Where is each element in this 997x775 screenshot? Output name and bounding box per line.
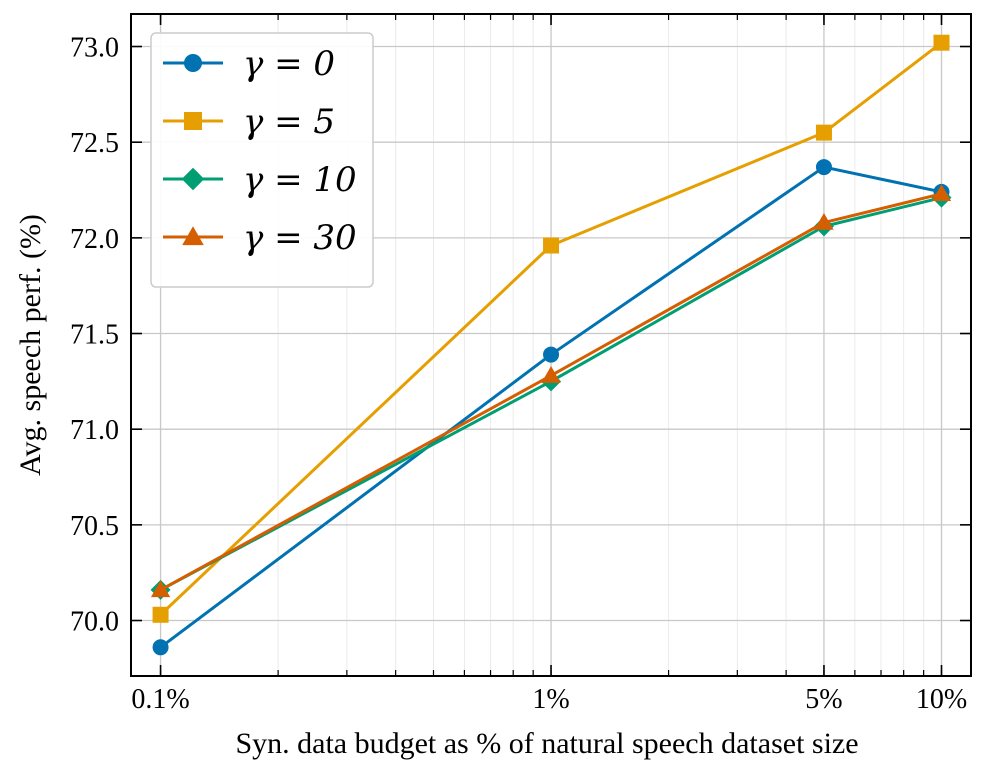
legend-label: γ = 5	[243, 102, 335, 142]
x-tick-label: 0.1%	[131, 684, 189, 715]
x-axis-label: Syn. data budget as % of natural speech …	[235, 727, 858, 760]
y-tick-label: 72.0	[70, 224, 119, 255]
y-tick-label: 70.5	[70, 511, 119, 542]
data-point	[184, 112, 202, 130]
series	[150, 184, 952, 598]
x-tick-label: 5%	[805, 684, 842, 715]
y-tick-label: 71.0	[70, 415, 119, 446]
series-line	[159, 196, 942, 592]
legend-entry: γ = 30	[163, 218, 357, 258]
data-point	[543, 346, 560, 363]
legend-entry: γ = 10	[163, 160, 357, 200]
y-tick-label: 73.0	[70, 33, 119, 64]
data-point	[182, 226, 204, 246]
y-tick-label: 72.5	[70, 128, 119, 159]
grid	[131, 14, 971, 676]
x-tick-label: 10%	[916, 684, 967, 715]
legend: γ = 0 γ = 5 γ = 10 γ = 30	[150, 32, 374, 288]
series-line	[159, 192, 942, 592]
y-axis-label: Avg. speech perf. (%)	[14, 214, 47, 476]
data-point	[931, 184, 952, 202]
legend-box	[150, 32, 374, 288]
data-point	[815, 159, 832, 176]
data-point	[541, 366, 561, 383]
data-point	[150, 580, 171, 598]
data-point	[152, 639, 169, 656]
x-tick-label: 1%	[532, 684, 569, 715]
data-point	[543, 237, 560, 254]
series-line	[159, 41, 943, 616]
series	[152, 34, 950, 623]
legend-entry: γ = 5	[163, 102, 335, 142]
series-line	[159, 165, 942, 649]
legend-entry: γ = 0	[163, 44, 335, 84]
data-point	[181, 167, 205, 191]
data-point	[184, 54, 202, 72]
data-point	[933, 34, 950, 51]
axis-ticks: 0.1% 1% 5% 10% 70.0 70.5 71.0 71.5 72.0 72.5 73.0	[70, 14, 971, 715]
data-point	[152, 606, 169, 623]
legend-label: γ = 10	[243, 160, 357, 200]
legend-label: γ = 0	[243, 44, 335, 84]
series-layer	[150, 34, 952, 656]
legend-label: γ = 30	[243, 218, 357, 258]
y-tick-label: 71.5	[70, 320, 119, 351]
data-point	[814, 212, 834, 230]
y-tick-label: 70.0	[70, 607, 119, 638]
data-point	[815, 124, 832, 141]
